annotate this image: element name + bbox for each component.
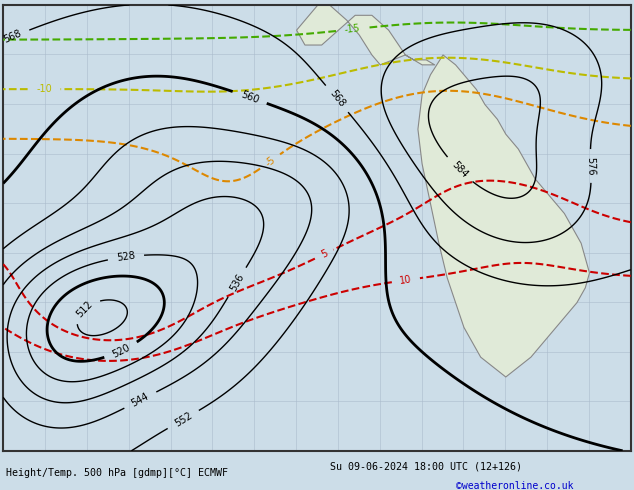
Text: 560: 560	[239, 90, 260, 105]
Text: 520: 520	[110, 342, 132, 359]
Text: 568: 568	[327, 89, 347, 109]
Text: -5: -5	[263, 154, 277, 169]
Text: 568: 568	[2, 28, 23, 45]
Text: 536: 536	[228, 272, 246, 293]
Text: ©weatheronline.co.uk: ©weatheronline.co.uk	[456, 481, 574, 490]
Text: Su 09-06-2024 18:00 UTC (12+126): Su 09-06-2024 18:00 UTC (12+126)	[330, 462, 522, 471]
Text: -15: -15	[344, 24, 361, 35]
Text: 544: 544	[130, 392, 151, 409]
Text: 576: 576	[586, 156, 596, 175]
Text: 5: 5	[319, 248, 329, 260]
Text: Height/Temp. 500 hPa [gdmp][°C] ECMWF: Height/Temp. 500 hPa [gdmp][°C] ECMWF	[6, 468, 228, 478]
Text: -10: -10	[36, 84, 52, 94]
Text: 512: 512	[74, 299, 94, 319]
Text: 552: 552	[172, 410, 194, 429]
Text: 10: 10	[399, 274, 413, 286]
Text: 528: 528	[116, 251, 136, 263]
Text: 584: 584	[450, 160, 469, 180]
